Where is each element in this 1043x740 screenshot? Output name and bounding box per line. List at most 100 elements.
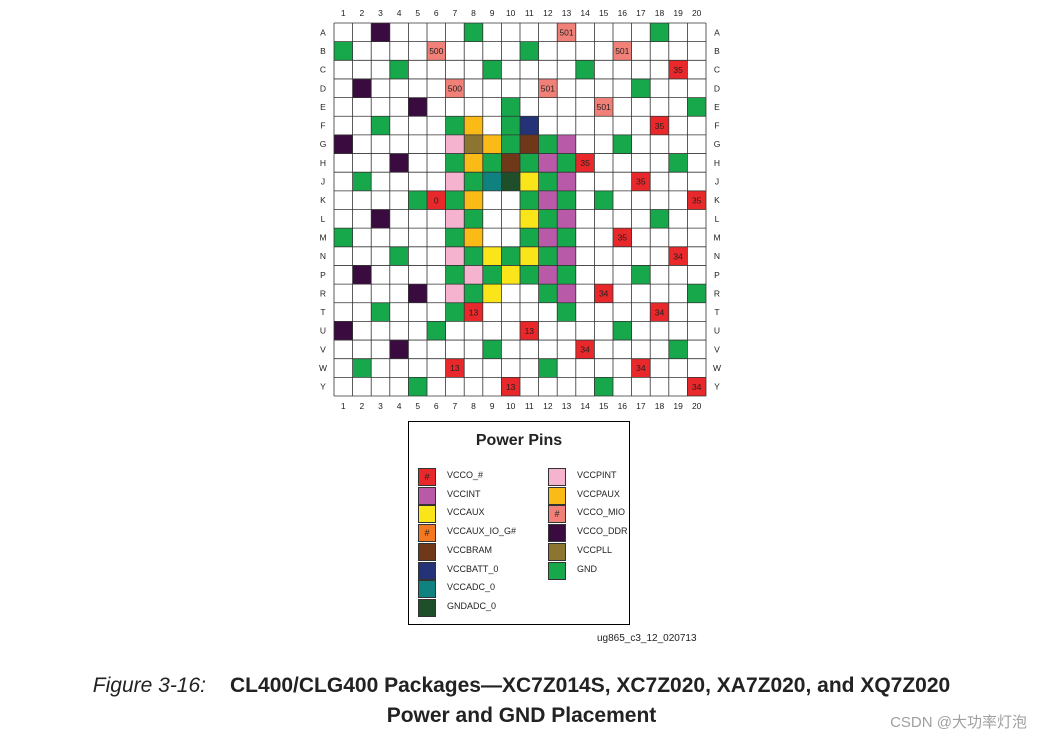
pin-Y5 (408, 377, 427, 396)
legend-swatch (548, 468, 566, 486)
row-label-right: V (714, 344, 720, 354)
pin-H8 (464, 153, 483, 173)
pin-R7 (445, 284, 465, 303)
column-label-bottom: 7 (453, 401, 458, 411)
legend-swatch (418, 505, 436, 524)
column-label-bottom: 15 (599, 401, 609, 411)
pin-P11 (520, 265, 539, 285)
pin-N13 (557, 246, 576, 266)
column-label-top: 20 (692, 8, 702, 18)
column-label-bottom: 20 (692, 401, 702, 411)
row-label-right: Y (714, 382, 720, 392)
column-label-top: 7 (453, 8, 458, 18)
column-label-top: 15 (599, 8, 609, 18)
pin-F10 (501, 116, 520, 135)
pin-D7 (445, 78, 465, 98)
pin-K7 (445, 190, 465, 210)
pin-N19 (668, 246, 688, 266)
pin-M1 (334, 228, 353, 247)
column-label-bottom: 10 (506, 401, 516, 411)
pin-label-C19: 35 (673, 65, 683, 75)
pin-M7 (445, 228, 465, 247)
row-label-right: D (714, 83, 720, 93)
pin-N4 (389, 246, 409, 266)
pin-N7 (445, 246, 465, 266)
caption-title-line2: Power and GND Placement (386, 704, 657, 727)
pin-N9 (482, 246, 502, 266)
pin-label-A13: 501 (559, 28, 573, 38)
pin-P2 (352, 265, 372, 285)
legend-swatch (548, 561, 566, 580)
pin-R9 (482, 284, 502, 303)
pin-E10 (501, 97, 520, 117)
pin-H9 (482, 153, 502, 173)
figure-caption: Figure 3-16: CL400/CLG400 Packages—XC7Z01… (0, 671, 1043, 731)
pin-P13 (557, 265, 576, 285)
pin-L13 (557, 209, 576, 229)
pin-U16 (613, 321, 632, 341)
legend-label: VCCPAUX (577, 488, 620, 499)
pin-F3 (371, 116, 390, 135)
row-label-right: F (714, 121, 719, 131)
legend-label: GND (577, 563, 597, 574)
pin-B16 (613, 41, 632, 61)
row-label-left: Y (320, 382, 326, 392)
row-label-left: J (321, 177, 325, 187)
column-label-top: 3 (378, 8, 383, 18)
pin-C19 (668, 60, 688, 79)
pin-P7 (445, 265, 465, 285)
row-label-left: H (320, 158, 326, 168)
legend-label: VCCO_MIO (577, 507, 626, 518)
row-label-left: B (320, 46, 326, 56)
column-label-top: 8 (471, 8, 476, 18)
column-label-bottom: 8 (471, 401, 476, 411)
legend-swatch: # (418, 468, 436, 486)
row-label-left: W (319, 363, 327, 373)
column-label-top: 12 (543, 8, 553, 18)
pin-label-T8: 13 (469, 307, 479, 317)
pin-H14 (575, 153, 595, 173)
row-label-left: T (320, 307, 325, 317)
row-label-left: N (320, 251, 326, 261)
pin-G10 (501, 134, 520, 154)
legend-swatch (548, 542, 566, 561)
pin-D12 (538, 78, 558, 98)
row-label-right: K (714, 195, 720, 205)
pin-J13 (557, 172, 576, 191)
row-label-left: U (320, 326, 326, 336)
pin-E20 (687, 97, 706, 117)
legend-label: VCCINT (447, 488, 481, 499)
pin-Y20 (687, 377, 706, 396)
pin-P12 (538, 265, 558, 285)
pin-M16 (613, 228, 632, 247)
column-label-bottom: 18 (655, 401, 665, 411)
column-label-top: 2 (360, 8, 365, 18)
pin-label-W17: 34 (636, 363, 646, 373)
pin-R20 (687, 284, 706, 303)
pin-F7 (445, 116, 465, 135)
pin-H4 (389, 153, 409, 173)
column-label-bottom: 3 (378, 401, 383, 411)
column-label-top: 19 (673, 8, 683, 18)
pin-K13 (557, 190, 576, 210)
pin-J10 (501, 172, 520, 191)
pin-D17 (631, 78, 651, 98)
pin-G9 (482, 134, 502, 154)
pin-P8 (464, 265, 483, 285)
legend-title: Power Pins (475, 432, 563, 449)
column-label-bottom: 17 (636, 401, 646, 411)
pin-label-B16: 501 (615, 46, 629, 56)
pin-M8 (464, 228, 483, 247)
legend-label: VCCPLL (577, 544, 613, 555)
legend-swatch (418, 542, 436, 561)
pin-label-F18: 35 (655, 121, 665, 131)
legend-swatch (418, 598, 436, 617)
legend-label: VCCPINT (577, 470, 617, 480)
pin-J7 (445, 172, 465, 191)
caption-title-line1: CL400/CLG400 Packages—XC7Z014S, XC7Z020,… (230, 674, 951, 697)
pin-label-D7: 500 (448, 83, 462, 93)
pin-label-U11: 13 (525, 326, 535, 336)
pin-H11 (520, 153, 539, 173)
pin-E15 (594, 97, 613, 117)
row-label-right: N (714, 251, 720, 261)
